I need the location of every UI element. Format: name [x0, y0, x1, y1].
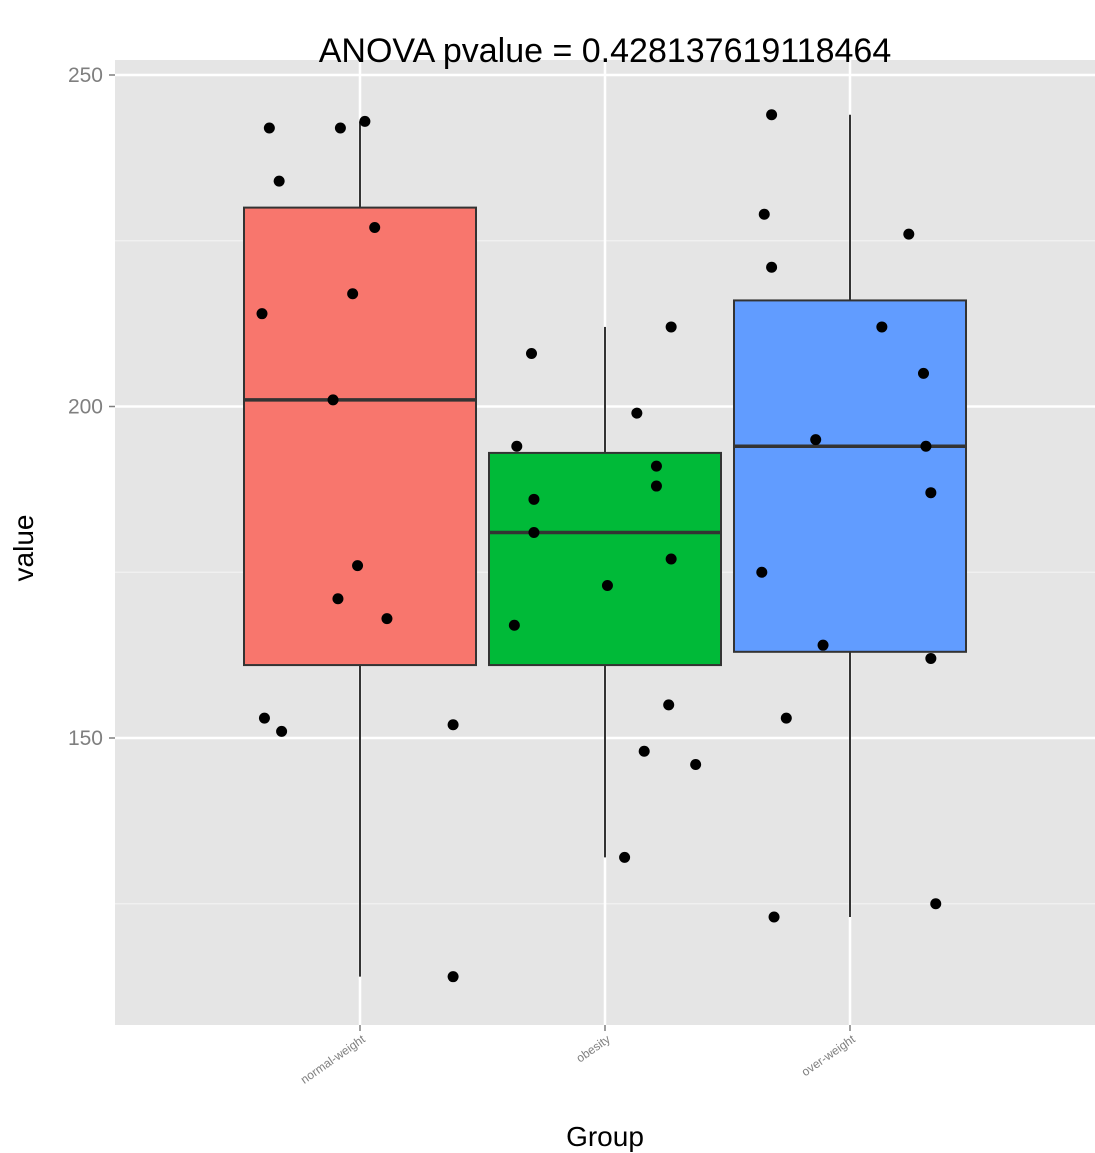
x-tick-labels: normal-weight obesity over-weight — [298, 1032, 858, 1087]
boxes — [243, 114, 967, 977]
data-point — [930, 898, 942, 910]
x-tick-label: over-weight — [799, 1032, 858, 1079]
data-point — [756, 566, 768, 578]
data-point — [925, 652, 937, 664]
data-point — [876, 321, 888, 333]
data-point — [258, 712, 270, 724]
y-axis-title: value — [8, 515, 39, 582]
box-body — [733, 299, 967, 653]
data-point — [690, 759, 702, 771]
data-point — [273, 175, 285, 187]
data-point — [925, 487, 937, 499]
data-point — [810, 434, 822, 446]
data-point — [650, 480, 662, 492]
box-over-weight — [733, 114, 967, 918]
data-point — [526, 347, 537, 359]
data-point — [256, 308, 268, 320]
x-tick-label: normal-weight — [298, 1032, 368, 1087]
box-body — [243, 206, 477, 667]
data-point — [766, 261, 778, 273]
data-point — [665, 321, 677, 333]
box-obesity — [488, 326, 722, 858]
box-body — [488, 451, 722, 667]
data-points — [256, 109, 942, 983]
data-point — [766, 109, 778, 121]
data-point — [918, 367, 929, 379]
data-point — [665, 553, 677, 565]
y-tick-labels: 150 200 250 — [68, 64, 103, 750]
data-point — [780, 712, 792, 724]
chart-title: ANOVA pvalue = 0.428137619118464 — [319, 32, 892, 70]
data-point — [447, 971, 459, 983]
data-point — [631, 407, 643, 419]
data-point — [920, 440, 932, 452]
data-point — [619, 851, 631, 863]
data-point — [650, 460, 662, 472]
data-point — [528, 526, 540, 538]
y-tick-label: 200 — [68, 396, 103, 419]
axis-ticks — [109, 74, 851, 1031]
data-point — [903, 228, 915, 240]
data-point — [263, 122, 275, 134]
data-point — [327, 394, 339, 406]
data-point — [359, 115, 371, 127]
data-point — [663, 699, 675, 711]
data-point — [817, 639, 829, 651]
data-point — [447, 719, 459, 731]
data-point — [511, 440, 523, 452]
box-normal-weight — [243, 121, 477, 977]
data-point — [369, 221, 381, 233]
data-point — [601, 580, 613, 592]
y-tick-label: 150 — [68, 727, 103, 750]
data-point — [508, 619, 520, 631]
data-point — [528, 493, 540, 505]
x-axis-title: Group — [566, 1121, 644, 1152]
data-point — [332, 593, 344, 605]
x-tick-label: obesity — [574, 1032, 613, 1065]
y-tick-label: 250 — [68, 64, 103, 87]
data-point — [638, 745, 650, 757]
data-point — [352, 560, 364, 572]
data-point — [768, 911, 780, 923]
data-point — [347, 288, 359, 300]
data-point — [381, 613, 393, 625]
data-point — [334, 122, 346, 134]
data-point — [276, 725, 288, 737]
data-point — [758, 208, 770, 220]
